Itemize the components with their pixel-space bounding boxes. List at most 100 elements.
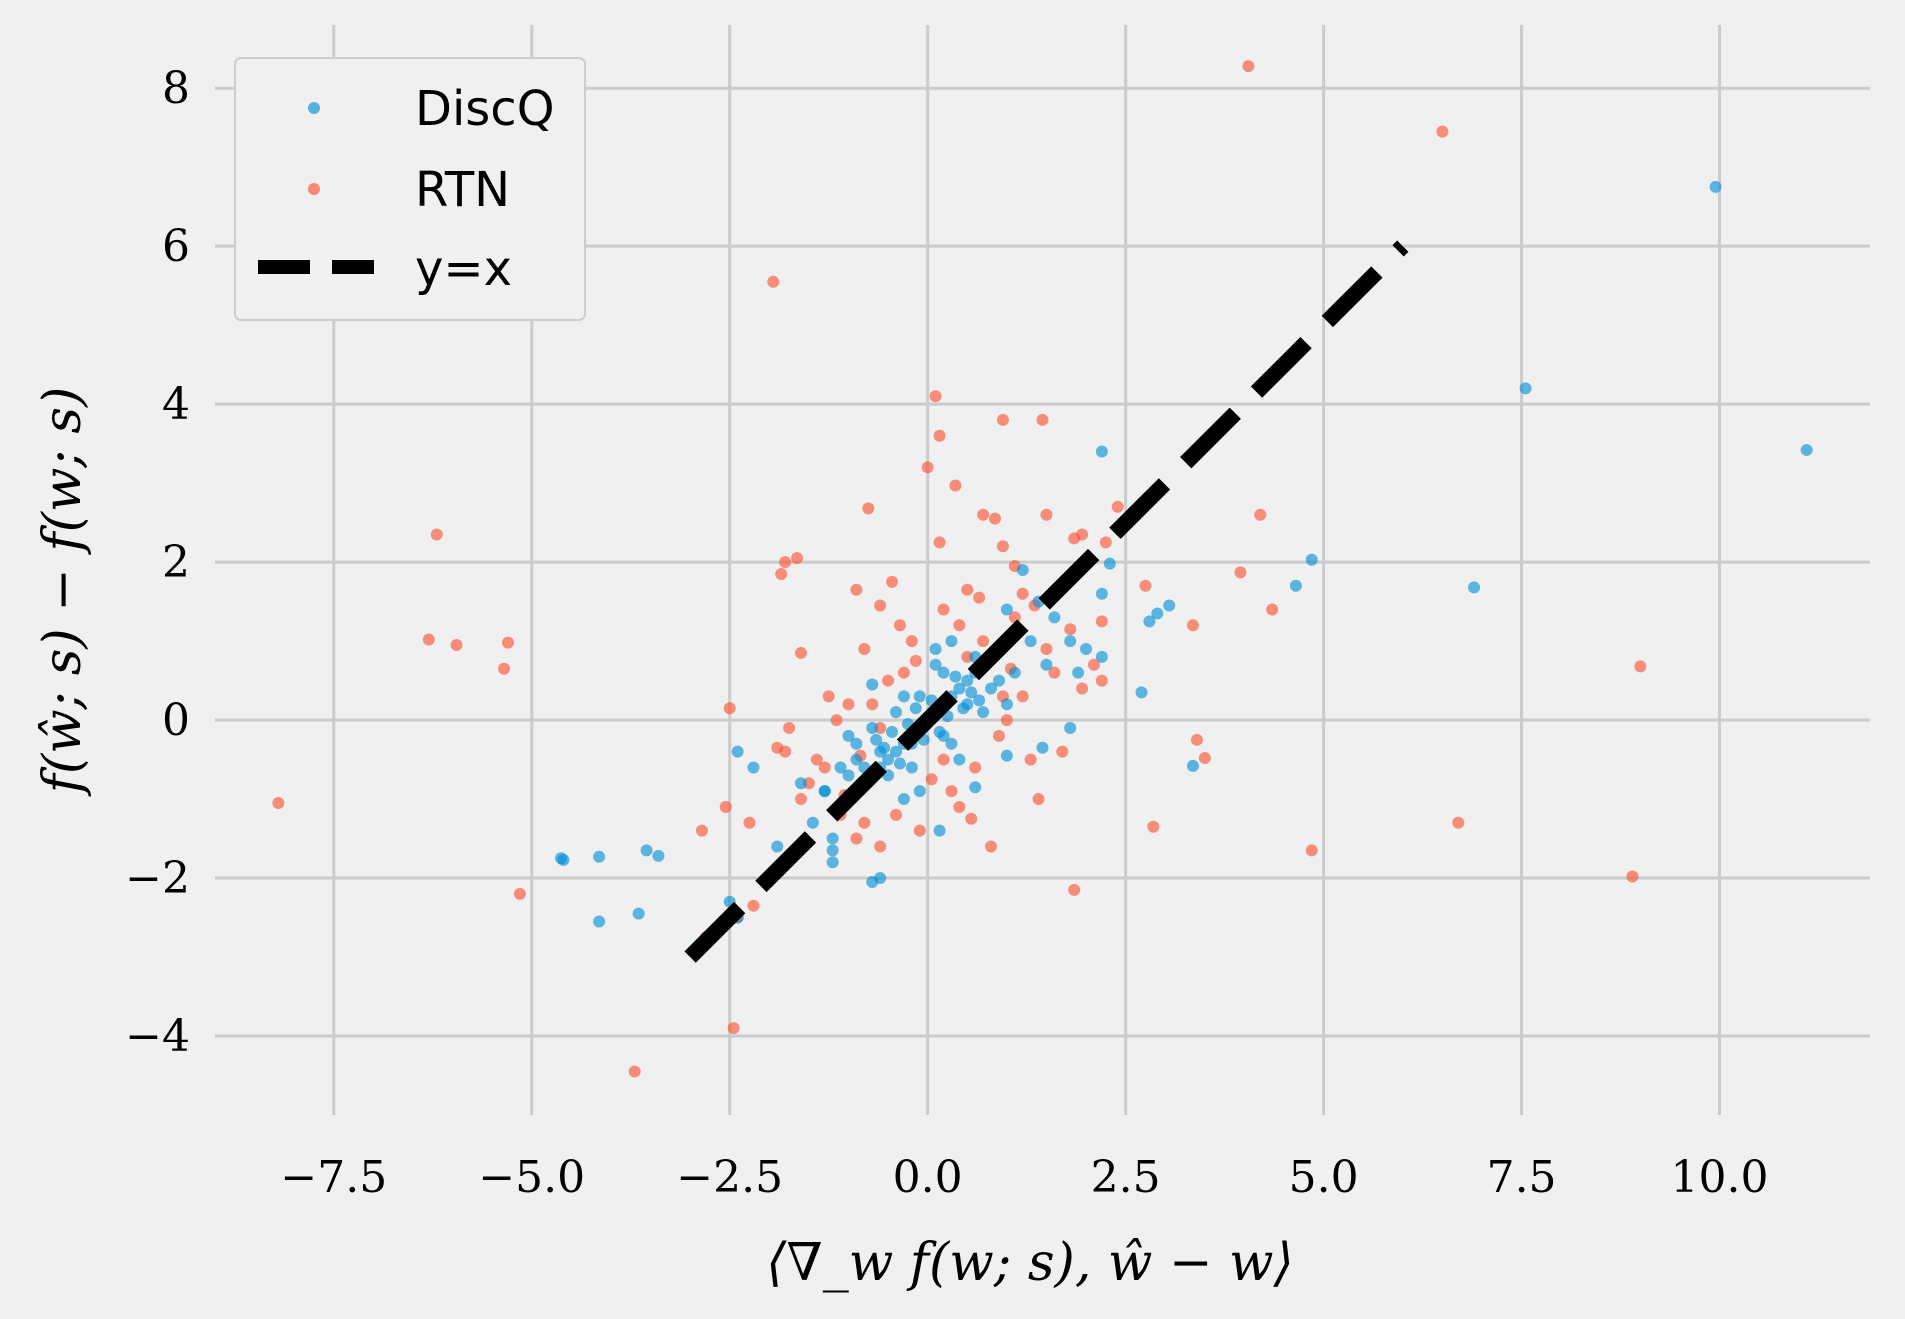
point-discq: [1000, 603, 1013, 616]
point-discq: [826, 844, 839, 857]
point-rtn: [430, 528, 443, 541]
point-discq: [893, 757, 906, 770]
legend-label-yx: y=x: [415, 241, 512, 297]
point-discq: [929, 658, 942, 671]
point-discq: [1040, 658, 1053, 671]
point-rtn: [1076, 682, 1089, 695]
point-rtn: [1000, 714, 1013, 727]
x-axis-label: ⟨∇_w f(w; s), ŵ − w⟩: [766, 1233, 1294, 1293]
point-discq: [897, 690, 910, 703]
point-rtn: [723, 702, 736, 715]
point-discq: [1709, 180, 1722, 193]
point-discq: [794, 777, 807, 790]
point-discq: [953, 682, 966, 695]
point-rtn: [1190, 733, 1203, 746]
x-tick-label: 10.0: [1671, 1152, 1769, 1203]
point-discq: [973, 694, 986, 707]
point-discq: [834, 761, 847, 774]
point-rtn: [858, 816, 871, 829]
x-tick-label: 5.0: [1289, 1152, 1359, 1203]
point-rtn: [1099, 536, 1112, 549]
point-rtn: [890, 808, 903, 821]
point-rtn: [965, 812, 978, 825]
point-discq: [965, 686, 978, 699]
point-discq: [1305, 553, 1318, 566]
legend-box: [234, 57, 586, 321]
point-rtn: [858, 642, 871, 655]
point-rtn: [1111, 500, 1124, 513]
point-rtn: [272, 797, 285, 810]
point-rtn: [628, 1065, 641, 1078]
point-rtn: [1016, 587, 1029, 600]
point-rtn: [747, 899, 760, 912]
point-discq: [1151, 607, 1164, 620]
point-discq: [1186, 759, 1199, 772]
point-rtn: [874, 599, 887, 612]
point-rtn: [996, 540, 1009, 553]
point-rtn: [727, 1022, 740, 1035]
point-discq: [1048, 611, 1061, 624]
point-rtn: [886, 575, 899, 588]
point-rtn: [973, 591, 986, 604]
point-rtn: [937, 753, 950, 766]
point-rtn: [992, 729, 1005, 742]
point-discq: [731, 745, 744, 758]
point-rtn: [874, 840, 887, 853]
point-discq: [945, 737, 958, 750]
point-discq: [1072, 666, 1085, 679]
x-tick-label: 2.5: [1091, 1152, 1161, 1203]
point-rtn: [450, 639, 463, 652]
reference-line-yx: [684, 240, 1409, 963]
point-rtn: [1095, 674, 1108, 687]
point-rtn: [961, 583, 974, 596]
point-discq: [771, 840, 784, 853]
point-rtn: [1254, 508, 1267, 521]
point-rtn: [830, 714, 843, 727]
point-rtn: [695, 824, 708, 837]
point-rtn: [937, 603, 950, 616]
point-discq: [890, 745, 903, 758]
point-rtn: [1095, 615, 1108, 628]
point-discq: [1064, 721, 1077, 734]
y-tick-label: 4: [162, 379, 190, 430]
point-discq: [866, 721, 879, 734]
x-tick-label: 7.5: [1487, 1152, 1557, 1203]
point-rtn: [953, 619, 966, 632]
point-discq: [929, 642, 942, 655]
point-discq: [640, 844, 653, 857]
point-rtn: [822, 690, 835, 703]
point-rtn: [794, 646, 807, 659]
point-discq: [905, 761, 918, 774]
point-discq: [909, 702, 922, 715]
y-tick-label: 2: [162, 537, 190, 588]
point-discq: [850, 753, 863, 766]
point-discq: [913, 785, 926, 798]
point-discq: [1163, 599, 1176, 612]
point-rtn: [1139, 579, 1152, 592]
point-rtn: [953, 800, 966, 813]
point-discq: [992, 674, 1005, 687]
point-discq: [1468, 581, 1481, 594]
point-discq: [874, 872, 887, 885]
point-rtn: [842, 698, 855, 711]
point-rtn: [933, 536, 946, 549]
point-discq: [886, 725, 899, 738]
y-tick-label: 8: [162, 63, 190, 114]
point-rtn: [1436, 125, 1449, 138]
point-discq: [826, 856, 839, 869]
point-rtn: [921, 461, 934, 474]
point-discq: [850, 737, 863, 750]
y-tick-label: 0: [162, 695, 190, 746]
point-discq: [870, 733, 883, 746]
point-discq: [969, 781, 982, 794]
y-tick-label: 6: [162, 221, 190, 272]
point-rtn: [1056, 745, 1069, 758]
point-rtn: [862, 502, 875, 515]
point-discq: [949, 670, 962, 683]
point-rtn: [719, 800, 732, 813]
point-rtn: [866, 698, 879, 711]
point-rtn: [850, 583, 863, 596]
point-rtn: [1452, 816, 1465, 829]
point-rtn: [1076, 528, 1089, 541]
point-discq: [953, 753, 966, 766]
